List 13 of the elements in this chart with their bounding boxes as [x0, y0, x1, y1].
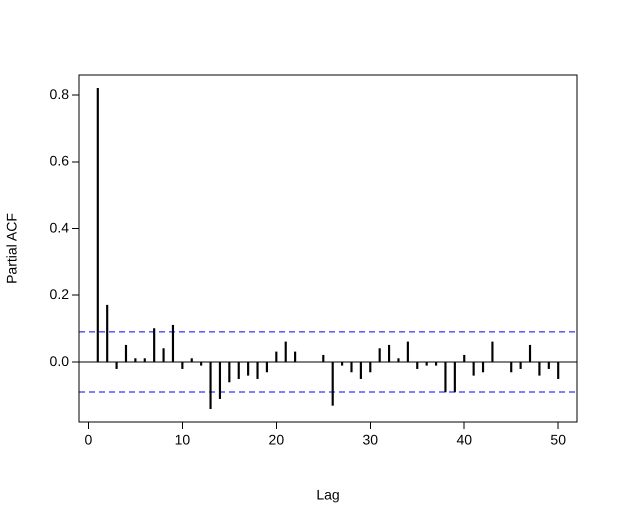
y-tick-label: 0.4: [50, 219, 70, 236]
y-tick-label: 0.8: [50, 86, 70, 102]
x-axis-title: Lag: [316, 486, 340, 502]
y-axis-title: Partial ACF: [3, 213, 20, 284]
x-tick-label: 10: [174, 431, 190, 448]
x-tick-label: 50: [550, 431, 566, 448]
x-tick-label: 30: [362, 431, 378, 448]
x-tick-label: 20: [268, 431, 284, 448]
y-tick-label: 0.2: [50, 286, 70, 302]
y-tick-label: 0.0: [50, 352, 70, 369]
x-tick-label: 40: [456, 431, 472, 448]
x-tick-label: 0: [84, 431, 92, 448]
y-tick-label: 0.6: [50, 152, 70, 169]
